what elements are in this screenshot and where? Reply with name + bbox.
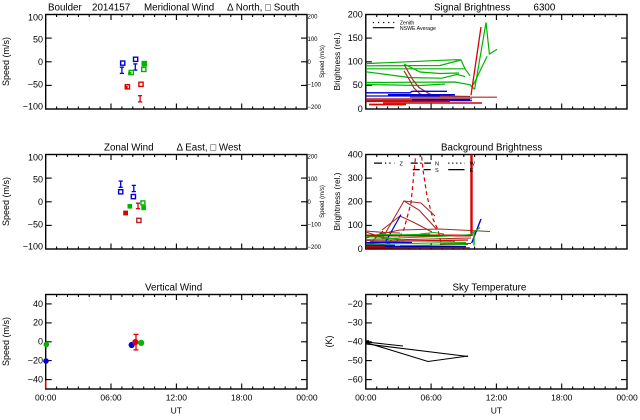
svg-text:00:00: 00:00 xyxy=(616,393,638,403)
svg-text:2014157: 2014157 xyxy=(92,3,130,14)
svg-text:200: 200 xyxy=(308,14,319,20)
svg-text:0: 0 xyxy=(38,57,43,67)
svg-text:−50: −50 xyxy=(28,79,43,89)
svg-text:−100: −100 xyxy=(23,102,43,112)
svg-text:UT: UT xyxy=(171,406,182,416)
svg-text:NSWE Average: NSWE Average xyxy=(400,26,436,32)
svg-text:Speed (m/s): Speed (m/s) xyxy=(1,37,11,86)
svg-text:00:00: 00:00 xyxy=(35,393,57,403)
svg-text:18:00: 18:00 xyxy=(231,393,253,403)
svg-text:100: 100 xyxy=(308,177,319,183)
svg-text:Background Brightness: Background Brightness xyxy=(441,143,542,154)
svg-text:−100: −100 xyxy=(308,83,322,89)
svg-text:Speed (m/s): Speed (m/s) xyxy=(320,45,326,78)
svg-text:Brightness (rel.): Brightness (rel.) xyxy=(333,172,342,230)
svg-text:00:00: 00:00 xyxy=(355,393,377,403)
svg-text:W: W xyxy=(470,161,476,167)
svg-text:100: 100 xyxy=(28,12,43,22)
svg-text:−50: −50 xyxy=(348,355,363,365)
svg-text:−20: −20 xyxy=(28,355,43,365)
svg-text:Z: Z xyxy=(400,161,404,167)
svg-text:Speed (m/s): Speed (m/s) xyxy=(1,317,11,366)
svg-text:Zenith: Zenith xyxy=(400,21,415,27)
svg-text:0: 0 xyxy=(38,197,43,207)
svg-text:200: 200 xyxy=(348,197,363,207)
svg-text:Speed (m/s): Speed (m/s) xyxy=(1,177,11,226)
svg-text:0: 0 xyxy=(308,60,312,66)
svg-text:100: 100 xyxy=(348,57,363,67)
svg-text:0: 0 xyxy=(358,104,363,114)
svg-text:−20: −20 xyxy=(348,299,363,309)
svg-text:N: N xyxy=(435,161,439,167)
svg-text:50: 50 xyxy=(33,175,43,185)
svg-text:100: 100 xyxy=(28,152,43,162)
svg-text:100: 100 xyxy=(308,37,319,43)
svg-text:Zonal Wind: Zonal Wind xyxy=(104,143,154,154)
svg-text:−40: −40 xyxy=(348,337,363,347)
svg-text:S: S xyxy=(435,168,439,174)
svg-text:06:00: 06:00 xyxy=(420,393,442,403)
svg-text:200: 200 xyxy=(348,9,363,19)
svg-text:−200: −200 xyxy=(308,105,322,111)
svg-text:Δ North, □ South: Δ North, □ South xyxy=(227,3,299,14)
svg-text:00:00: 00:00 xyxy=(296,393,318,403)
svg-text:6300: 6300 xyxy=(534,3,556,14)
svg-text:−30: −30 xyxy=(348,318,363,328)
svg-text:−100: −100 xyxy=(23,242,43,252)
svg-text:300: 300 xyxy=(348,173,363,183)
svg-text:−50: −50 xyxy=(28,219,43,229)
svg-text:18:00: 18:00 xyxy=(551,393,573,403)
svg-text:100: 100 xyxy=(348,220,363,230)
svg-text:−40: −40 xyxy=(28,374,43,384)
svg-text:E: E xyxy=(470,168,474,174)
svg-text:Vertical Wind: Vertical Wind xyxy=(145,283,202,294)
svg-text:UT: UT xyxy=(491,406,502,416)
svg-text:Meridional Wind: Meridional Wind xyxy=(144,3,214,14)
svg-text:400: 400 xyxy=(348,149,363,159)
svg-text:Signal Brightness: Signal Brightness xyxy=(434,3,510,14)
svg-text:Δ East, □ West: Δ East, □ West xyxy=(177,143,242,154)
svg-text:40: 40 xyxy=(33,299,43,309)
svg-text:0: 0 xyxy=(38,337,43,347)
svg-text:0: 0 xyxy=(308,200,312,206)
svg-text:0: 0 xyxy=(358,244,363,254)
svg-text:−200: −200 xyxy=(308,245,322,251)
svg-text:20: 20 xyxy=(33,318,43,328)
svg-text:50: 50 xyxy=(33,35,43,45)
svg-text:06:00: 06:00 xyxy=(100,393,122,403)
svg-text:50: 50 xyxy=(353,80,363,90)
svg-text:200: 200 xyxy=(308,154,319,160)
svg-text:12:00: 12:00 xyxy=(166,393,188,403)
svg-text:Speed (m/s): Speed (m/s) xyxy=(320,185,326,218)
svg-text:−100: −100 xyxy=(308,223,322,229)
svg-text:Sky Temperature: Sky Temperature xyxy=(453,283,527,294)
svg-text:−60: −60 xyxy=(348,374,363,384)
svg-text:Boulder: Boulder xyxy=(48,3,83,14)
svg-text:(K): (K) xyxy=(324,336,334,348)
svg-text:12:00: 12:00 xyxy=(486,393,508,403)
svg-text:Brightness (rel.): Brightness (rel.) xyxy=(333,32,342,90)
svg-text:150: 150 xyxy=(348,33,363,43)
